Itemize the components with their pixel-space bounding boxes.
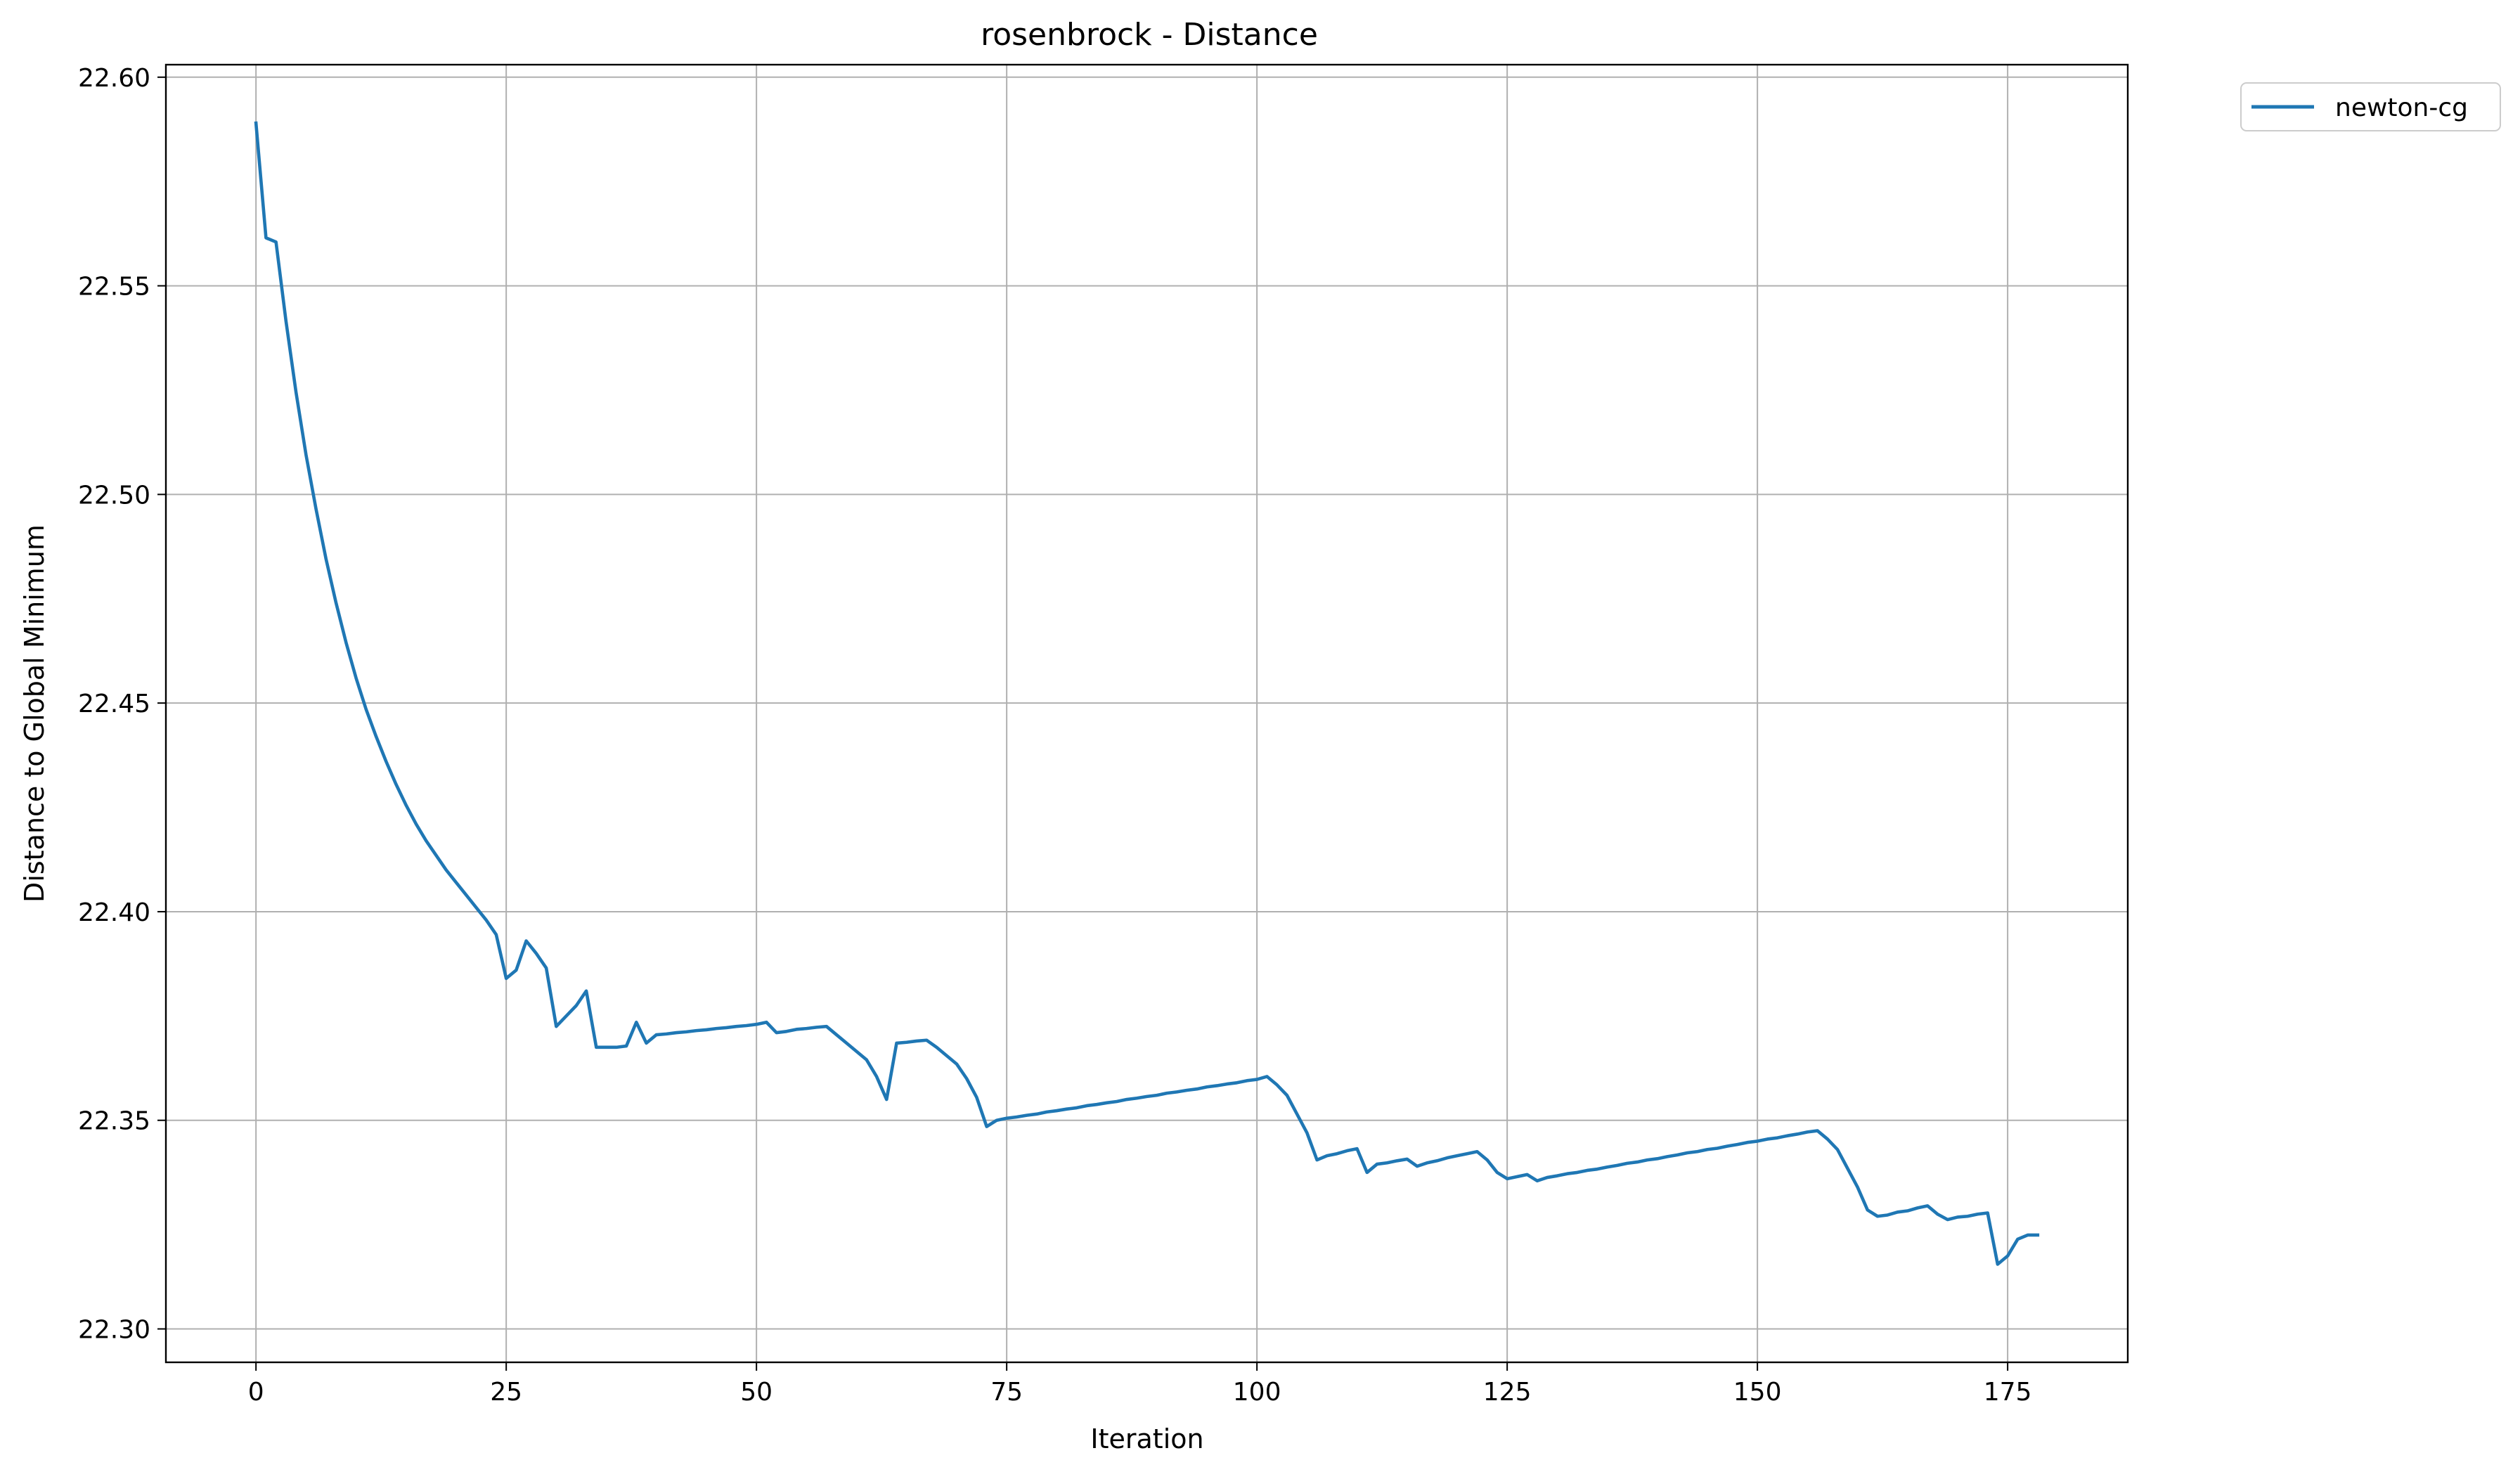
series-layer xyxy=(254,121,2040,1266)
legend: newton-cg xyxy=(2240,82,2501,131)
chart-title: rosenbrock - Distance xyxy=(981,17,1318,53)
plot-area-frame xyxy=(164,63,2129,1364)
series-line-newton-cg xyxy=(254,121,2040,1266)
x-tick-label: 125 xyxy=(1483,1378,1532,1407)
y-tick-label: 22.60 xyxy=(78,64,150,93)
y-tick-label: 22.35 xyxy=(78,1107,150,1136)
x-tick-label: 75 xyxy=(990,1378,1023,1407)
x-tick-label: 150 xyxy=(1733,1378,1782,1407)
x-axis-label: Iteration xyxy=(1090,1423,1203,1454)
legend-box xyxy=(2240,82,2501,131)
x-tick-label: 0 xyxy=(248,1378,264,1407)
x-tick-label: 50 xyxy=(740,1378,773,1407)
y-tick-label: 22.50 xyxy=(78,481,150,510)
x-tick-label: 100 xyxy=(1233,1378,1281,1407)
y-axis-ticks: 22.30 22.35 22.40 22.45 22.50 22.55 22.60 xyxy=(78,64,166,1345)
legend-label: newton-cg xyxy=(2335,93,2468,122)
y-tick-label: 22.30 xyxy=(78,1316,150,1345)
y-tick-label: 22.55 xyxy=(78,273,150,302)
x-axis-ticks: 0 25 50 75 100 125 150 175 xyxy=(248,1362,2032,1407)
x-tick-label: 25 xyxy=(490,1378,522,1407)
y-tick-label: 22.45 xyxy=(78,690,150,718)
x-tick-label: 175 xyxy=(1984,1378,2032,1407)
y-axis-label: Distance to Global Minimum xyxy=(19,524,50,903)
y-tick-label: 22.40 xyxy=(78,898,150,927)
grid-layer xyxy=(166,65,2128,1362)
